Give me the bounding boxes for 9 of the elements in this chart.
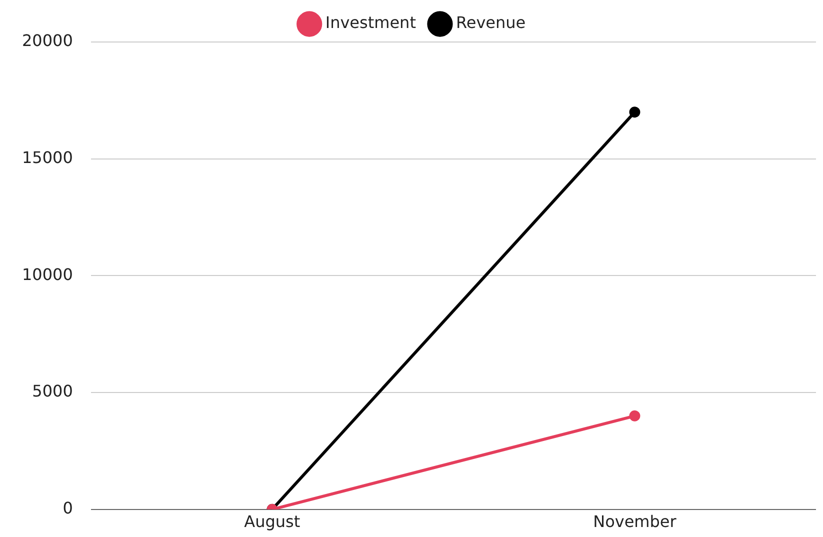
y-tick-label: 10000 [22, 264, 73, 284]
y-tick-label: 20000 [22, 31, 73, 50]
legend-label: Investment [325, 13, 416, 32]
legend-label: Revenue [456, 13, 526, 32]
x-tick-label: August [244, 512, 300, 532]
y-tick-label: 5000 [32, 382, 73, 401]
y-tick-label: 15000 [22, 148, 73, 168]
x-tick-label: November [593, 512, 677, 532]
y-tick-label: 0 [62, 498, 73, 518]
